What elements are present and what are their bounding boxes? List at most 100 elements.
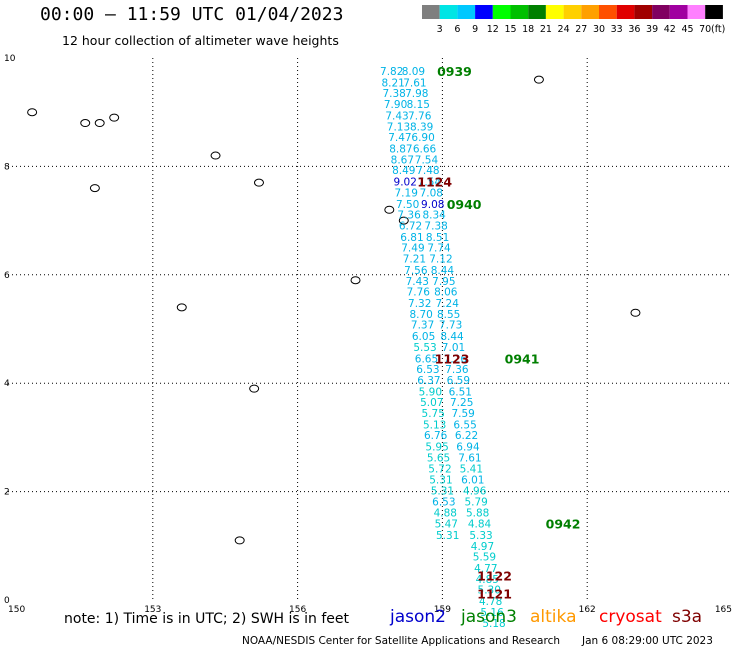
wave-height-point: 8.49 [392,165,415,177]
wave-height-point: 9.02 [394,177,417,189]
wave-height-point: 7.90 [384,99,407,111]
wave-height-point: 7.54 [418,177,442,189]
wave-height-point: 7.76 [408,110,432,122]
island-outline [176,303,187,312]
island-outline [350,276,361,285]
wave-height-point: 4.88 [434,508,457,520]
colorbar-label: 36 [628,24,640,35]
colorbar-label: 39 [646,24,658,35]
wave-height-point: 6.76 [424,430,448,442]
y-tick-label: 8 [4,162,10,172]
wave-height-point: 8.44 [431,265,455,277]
colorbar-swatch [705,5,723,19]
wave-height-point: 7.48 [416,165,439,177]
wave-height-point: 6.53 [432,496,455,508]
wave-height-point: 5.79 [464,496,487,508]
wave-height-point: 7.61 [403,77,426,89]
wave-height-point: 8.06 [434,287,458,299]
wave-height-point: 4.77 [474,563,497,575]
wave-height-point: 5.59 [473,552,496,564]
colorbar-label: 15 [504,24,516,35]
wave-height-point: 7.01 [442,342,465,354]
wave-height-point: 7.36 [445,364,469,376]
wave-height-point: 7.37 [411,320,434,332]
wave-height-point: 4.96 [463,486,487,498]
wave-height-point: 7.56 [404,265,428,277]
island-outline [27,108,38,117]
island-outline [89,184,100,193]
footer-credit: NOAA/NESDIS Center for Satellite Applica… [242,635,560,647]
island-outline [384,205,395,214]
wave-height-point: 5.31 [436,530,459,542]
wave-height-point: 7.08 [420,187,443,199]
wave-height-point: 7.49 [401,243,424,255]
wave-height-point: 4.84 [468,519,492,531]
wave-height-point: 5.31 [429,475,452,487]
wave-height-point: 5.31 [431,486,454,498]
wave-height-point: 7.54 [415,154,439,166]
colorbar-label: 12 [487,24,499,35]
wave-height-point: 7.47 [388,132,411,144]
wave-height-point: 5.16 [480,607,504,619]
pass-time-label: 0940 [447,197,482,212]
colorbar-swatch [439,5,458,19]
wave-height-point: 6.22 [455,430,478,442]
x-tick-label: 156 [289,605,306,615]
wave-height-point: 7.24 [436,298,460,310]
colorbar-swatch [687,5,706,19]
grid-lines [8,58,732,600]
x-tick-label: 153 [144,605,161,615]
colorbar-swatch [563,5,582,19]
wave-height-point: 8.15 [407,99,430,111]
wave-height-point: 7.73 [439,320,462,332]
colorbar-label: 33 [611,24,623,35]
wave-height-point: 5.95 [425,442,448,454]
data-points: 8.097.617.988.157.768.396.906.667.547.48… [380,66,506,630]
island-outline [249,384,260,393]
pass-time-label: 1124 [417,175,452,190]
colorbar-label: 45 [681,24,693,35]
y-tick-label: 2 [4,488,10,498]
pass-time-label: 0939 [437,64,472,79]
colorbar-label: 21 [540,24,552,35]
x-tick-label: 150 [8,605,25,615]
wave-height-point: 7.21 [403,254,426,266]
x-tick-label: 159 [434,605,451,615]
island-outline [533,75,544,84]
island-outline [210,151,221,160]
wave-height-point: 7.43 [406,276,429,288]
wave-height-point: 4.85 [476,574,499,586]
island-outline [253,178,264,187]
wave-height-point: 4.97 [471,541,494,553]
colorbar-unit: (ft) [711,24,725,35]
chart-title: 00:00 – 11:59 UTC 01/04/2023 [40,4,344,25]
colorbar-swatch [545,5,564,19]
wave-height-point: 7.59 [451,408,474,420]
colorbar-swatch [581,5,599,19]
colorbar-swatch [528,5,546,19]
wave-height-point: 6.81 [400,232,423,244]
wave-height-point: 5.13 [423,419,446,431]
wave-height-point: 8.55 [437,309,460,321]
satellite-legend-s3a: s3a [672,607,703,627]
wave-height-point: 6.59 [447,375,470,387]
wave-height-point: 8.67 [391,154,414,166]
colorbar-swatch [475,5,493,19]
pass-time-label: 1121 [477,586,512,601]
colorbar-legend: 3 6 9 12 15 18 21 24 27 30 33 36 39 42 45 70 (ft) [422,5,725,35]
wave-height-point: 5.30 [478,585,501,597]
y-tick-label: 10 [4,54,16,64]
wave-height-point: 8.39 [410,121,433,133]
wave-height-point: 6.90 [411,132,434,144]
wave-height-point: 6.01 [461,475,484,487]
colorbar-label: 42 [664,24,676,35]
wave-height-point: 5.88 [466,508,489,520]
chart-subtitle: 12 hour collection of altimeter wave hei… [62,33,339,48]
colorbar-label: 27 [575,24,587,35]
wave-height-point: 5.53 [413,342,436,354]
colorbar-label: 30 [593,24,605,35]
wave-height-point: 7.13 [387,121,410,133]
pass-time-label: 1122 [477,569,512,584]
